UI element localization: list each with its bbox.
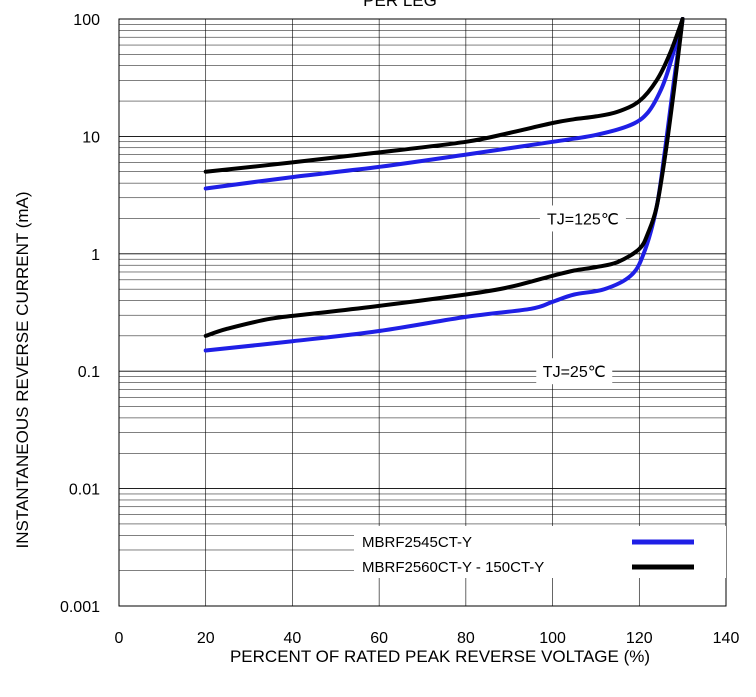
- series-group: [203, 17, 685, 353]
- x-tick-label: 80: [457, 630, 475, 647]
- x-tick-label: 20: [197, 630, 215, 647]
- x-tick-label: 100: [539, 630, 566, 647]
- annotation-2: TJ=25℃: [543, 364, 606, 381]
- x-tick-label: 140: [713, 630, 740, 647]
- y-tick-label: 100: [73, 12, 100, 29]
- y-tick-label: 1: [91, 247, 100, 264]
- plot-frame: [118, 18, 727, 607]
- x-tick-labels: 0 20 40 60 80 100 120 140: [115, 630, 740, 647]
- y-axis-title: INSTANTANEOUS REVERSE CURRENT (mA): [13, 191, 32, 548]
- y-tick-label: 0.001: [60, 599, 100, 616]
- x-tick-label: 40: [284, 630, 302, 647]
- x-tick-label: 60: [370, 630, 388, 647]
- annotations: TJ=125℃ TJ=25℃: [536, 205, 626, 385]
- annotation-box: [536, 358, 613, 385]
- y-tick-label: 0.01: [69, 482, 100, 499]
- legend-label-2: MBRF2560CT-Y - 150CT-Y: [362, 559, 544, 576]
- x-tick-label: 0: [115, 630, 124, 647]
- grid: [119, 19, 726, 606]
- legend: MBRF2545CT-Y MBRF2560CT-Y - 150CT-Y: [354, 526, 726, 578]
- annotation-1: TJ=125℃: [547, 211, 619, 228]
- chart-title: PER LEG: [363, 0, 437, 10]
- series-2-curve-2: [203, 17, 685, 338]
- series-2-curve-1: [203, 17, 685, 174]
- annotation-box: [539, 205, 626, 232]
- y-tick-label: 10: [82, 129, 100, 146]
- series-1-curve-2: [203, 17, 685, 353]
- legend-label-1: MBRF2545CT-Y: [362, 534, 472, 551]
- y-tick-labels: 0.001 0.01 0.1 1 10 100: [60, 12, 100, 616]
- x-tick-label: 120: [626, 630, 653, 647]
- x-axis-title: PERCENT OF RATED PEAK REVERSE VOLTAGE (%…: [230, 647, 650, 666]
- series-1-curve-1: [203, 17, 685, 191]
- y-tick-label: 0.1: [78, 364, 100, 381]
